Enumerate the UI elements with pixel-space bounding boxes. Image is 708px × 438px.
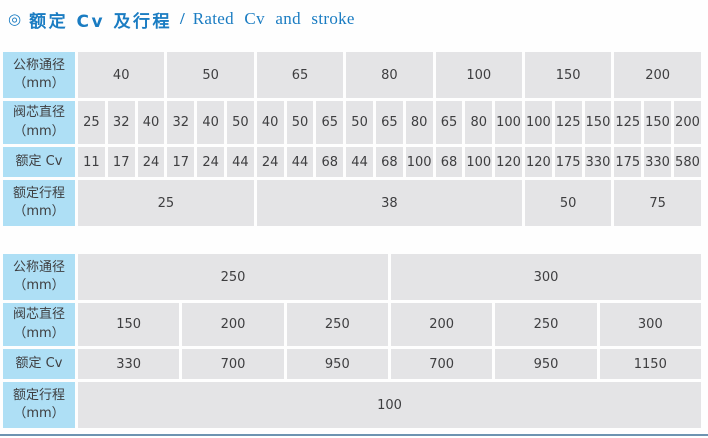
value-cell: 11	[78, 147, 105, 177]
value-cell: 65	[316, 101, 344, 144]
row-rated-stroke: 额定行程 （mm） 25 38 50 75	[3, 180, 701, 226]
value-cell: 65	[375, 101, 403, 144]
value-cell: 330	[584, 147, 612, 177]
value-cell: 24	[137, 147, 165, 177]
table-body: 公称通径 （mm） 40 50 65 80 100 150 200 阀芯直径 （mm） 25 32 4…	[3, 52, 701, 226]
value-cell: 32	[107, 101, 135, 144]
value-cell: 200	[673, 101, 701, 144]
row-nominal-diameter-label: 公称通径 （mm）	[3, 52, 75, 98]
value-cell: 700	[182, 349, 284, 379]
value-cell: 100	[495, 101, 522, 144]
value-cell: 40	[197, 101, 224, 144]
value-cell: 25	[78, 180, 254, 226]
title-separator: /	[180, 9, 185, 28]
value-cell: 100	[405, 147, 433, 177]
row-rated-stroke-label: 额定行程 （mm）	[3, 382, 75, 428]
row-rated-cv-label: 额定 Cv	[3, 349, 75, 379]
row-rated-cv-label: 额定 Cv	[3, 147, 75, 177]
value-cell: 250	[286, 303, 388, 346]
value-cell: 150	[524, 52, 612, 98]
value-cell: 300	[599, 303, 701, 346]
value-cell: 950	[495, 349, 597, 379]
value-cell: 68	[375, 147, 403, 177]
value-cell: 175	[614, 147, 642, 177]
value-cell: 330	[78, 349, 180, 379]
value-cell: 100	[524, 101, 552, 144]
rated-cv-table-dn250-300: 公称通径 （mm） 250 300 阀芯直径 （mm） 150 200 250 200 250 3…	[0, 251, 704, 431]
value-cell: 175	[554, 147, 582, 177]
value-cell: 44	[226, 147, 254, 177]
value-cell: 80	[465, 101, 493, 144]
value-cell: 50	[524, 180, 612, 226]
value-cell: 200	[390, 303, 493, 346]
value-cell: 950	[286, 349, 388, 379]
row-plug-diameter-label: 阀芯直径 （mm）	[3, 303, 75, 346]
value-cell: 700	[390, 349, 493, 379]
row-rated-cv: 额定 Cv 330 700 950 700 950 1150	[3, 349, 701, 379]
value-cell: 24	[197, 147, 224, 177]
row-plug-diameter: 阀芯直径 （mm） 150 200 250 200 250 300	[3, 303, 701, 346]
value-cell: 250	[78, 254, 388, 300]
value-cell: 125	[554, 101, 582, 144]
value-cell: 17	[167, 147, 195, 177]
value-cell: 120	[495, 147, 522, 177]
value-cell: 50	[286, 101, 314, 144]
value-cell: 40	[78, 52, 165, 98]
value-cell: 150	[78, 303, 180, 346]
row-rated-cv: 额定 Cv 11 17 24 17 24 44 24 44 68 44 68 100 68 100 120 12…	[3, 147, 701, 177]
value-cell: 44	[286, 147, 314, 177]
value-cell: 65	[256, 52, 344, 98]
value-cell: 17	[107, 147, 135, 177]
value-cell: 50	[346, 101, 373, 144]
value-cell: 80	[405, 101, 433, 144]
value-cell: 32	[167, 101, 195, 144]
page-bottom-rule	[0, 434, 708, 436]
rated-cv-table-dn40-200: 公称通径 （mm） 40 50 65 80 100 150 200 阀芯直径 （mm） 25 32 4…	[0, 49, 704, 229]
row-plug-diameter: 阀芯直径 （mm） 25 32 40 32 40 50 40 50 65 50 65 80 65 80 100…	[3, 101, 701, 144]
value-cell: 68	[435, 147, 463, 177]
value-cell: 150	[584, 101, 612, 144]
value-cell: 330	[644, 147, 671, 177]
section-title-english: Rated Cv and stroke	[192, 9, 355, 28]
value-cell: 1150	[599, 349, 701, 379]
value-cell: 120	[524, 147, 552, 177]
value-cell: 100	[78, 382, 701, 428]
value-cell: 40	[137, 101, 165, 144]
value-cell: 40	[256, 101, 284, 144]
value-cell: 50	[226, 101, 254, 144]
value-cell: 100	[435, 52, 522, 98]
row-nominal-diameter: 公称通径 （mm） 40 50 65 80 100 150 200	[3, 52, 701, 98]
row-rated-stroke-label: 额定行程 （mm）	[3, 180, 75, 226]
row-nominal-diameter: 公称通径 （mm） 250 300	[3, 254, 701, 300]
value-cell: 200	[614, 52, 701, 98]
value-cell: 580	[673, 147, 701, 177]
row-plug-diameter-label: 阀芯直径 （mm）	[3, 101, 75, 144]
value-cell: 80	[346, 52, 433, 98]
value-cell: 25	[78, 101, 105, 144]
value-cell: 125	[614, 101, 642, 144]
value-cell: 68	[316, 147, 344, 177]
value-cell: 100	[465, 147, 493, 177]
value-cell: 65	[435, 101, 463, 144]
value-cell: 200	[182, 303, 284, 346]
value-cell: 75	[614, 180, 701, 226]
row-rated-stroke: 额定行程 （mm） 100	[3, 382, 701, 428]
table-body: 公称通径 （mm） 250 300 阀芯直径 （mm） 150 200 250 200 250 3…	[3, 254, 701, 428]
value-cell: 44	[346, 147, 373, 177]
row-nominal-diameter-label: 公称通径 （mm）	[3, 254, 75, 300]
value-cell: 50	[167, 52, 254, 98]
double-circle-icon: ◎	[8, 9, 22, 28]
section-title: ◎ 额定 Cv 及行程 / Rated Cv and stroke	[0, 0, 708, 32]
value-cell: 150	[644, 101, 671, 144]
value-cell: 300	[390, 254, 701, 300]
value-cell: 38	[256, 180, 522, 226]
value-cell: 24	[256, 147, 284, 177]
value-cell: 250	[495, 303, 597, 346]
section-title-chinese: 额定 Cv 及行程	[29, 11, 172, 32]
